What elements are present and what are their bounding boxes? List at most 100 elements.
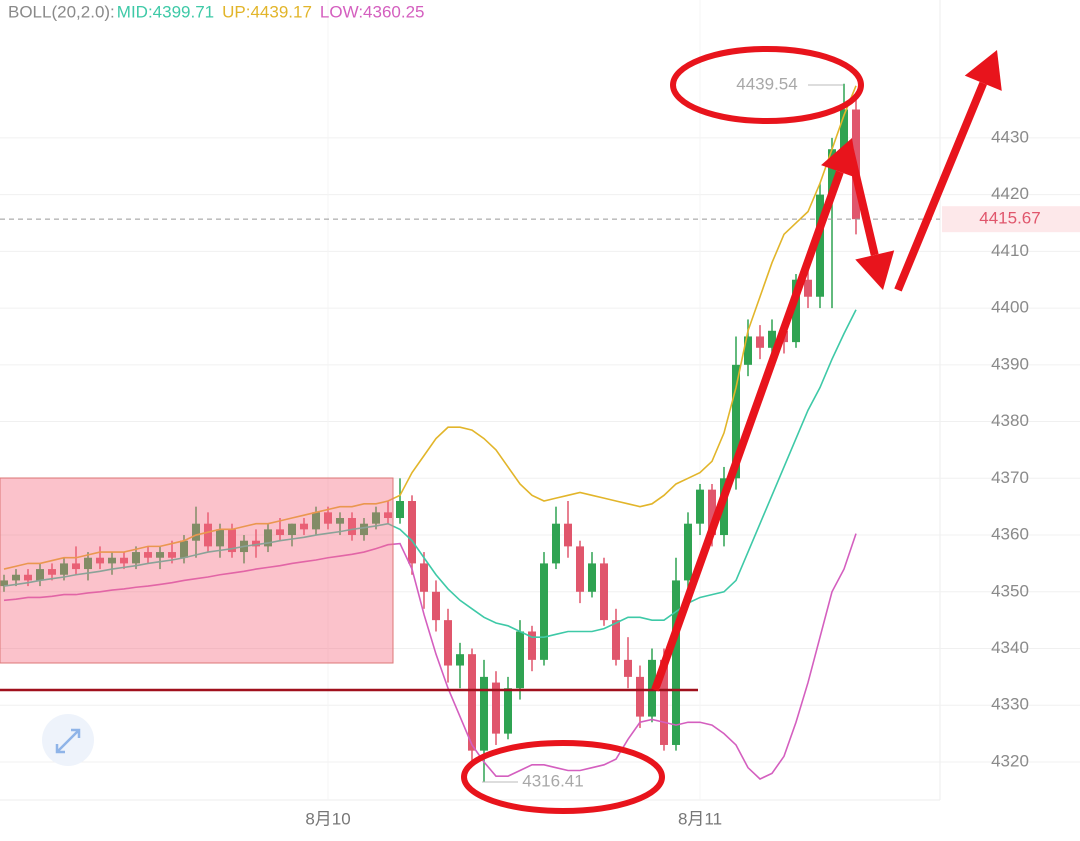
annotation-arrow [651,170,844,692]
annotation-ellipse [670,46,864,124]
y-tick-label: 4410 [991,241,1029,260]
candle-body [132,552,140,564]
annotation-arrowhead [964,50,1002,91]
candle-body [84,557,92,570]
y-tick-label: 4320 [991,751,1029,770]
candle-body [180,540,188,558]
candle-body [144,552,152,558]
candle-body [396,500,404,519]
legend-entry: UP:4439.17 [222,2,312,21]
legend-entry: MID:4399.71 [117,2,214,21]
y-tick-label: 4360 [991,525,1029,544]
last-price-label: 4415.67 [979,209,1040,228]
candle-body [300,523,308,530]
candle-body [504,688,512,734]
boll-line [3,85,857,570]
candle-body [108,557,116,564]
candle-body [312,512,320,530]
candle-body [408,500,416,564]
candle-body [528,631,536,660]
candle-body [252,540,260,547]
expand-icon [55,728,81,754]
candle-body [756,336,764,348]
last-price-tag [942,206,1080,233]
candle-body [96,557,104,564]
y-tick-label: 4330 [991,695,1029,714]
candle-body [828,149,836,195]
y-tick-label: 4340 [991,638,1029,657]
candle-body [420,563,428,592]
low-label: 4316.41 [522,771,583,790]
candle-body [216,529,224,547]
x-tick-label: 8月11 [678,809,722,828]
candle-body [564,523,572,547]
y-tick-label: 4350 [991,581,1029,600]
candle-body [624,659,632,677]
candle-body [360,523,368,536]
candle-body [612,620,620,660]
candle-body [36,569,44,581]
candle-body [492,682,500,734]
candle-body [192,523,200,541]
candle-body [336,518,344,524]
annotation-ellipse [461,740,665,814]
candle-body [672,580,680,745]
candle-body [816,194,824,297]
candle-body [552,523,560,564]
legend-entry: LOW:4360.25 [320,2,425,21]
candle-body [480,676,488,751]
y-tick-label: 4400 [991,298,1029,317]
candle-body [636,676,644,717]
boll-line [3,309,857,638]
candle-body [468,654,476,751]
candle-body [48,569,56,575]
annotation-arrow [846,149,879,256]
candle-body [72,563,80,570]
candle-body [576,546,584,592]
candle-body [792,279,800,343]
candle-body [156,552,164,558]
candle-body [60,563,68,575]
candle-body [12,574,20,581]
candle-body [660,659,668,745]
candle-body [204,523,212,547]
indicator-label: BOLL(20,2.0): [8,2,115,21]
candle-body [804,279,812,297]
candle-body [24,574,32,581]
candle-body [264,529,272,547]
candle-body [696,489,704,524]
candle-body [588,563,596,592]
candle-body [768,330,776,348]
y-tick-label: 4430 [991,127,1029,146]
candle-body [372,512,380,524]
candle-body [0,580,8,587]
annotation-arrowhead [821,138,859,179]
candle-body [348,518,356,536]
candle-body [444,620,452,666]
candle-body [840,109,848,150]
y-tick-label: 4420 [991,184,1029,203]
candle-body [540,563,548,660]
x-tick-label: 8月10 [305,809,350,828]
y-tick-label: 4380 [991,411,1029,430]
candle-body [228,529,236,553]
candle-body [168,552,176,558]
annotation-arrow [894,81,987,292]
candle-body [432,591,440,621]
candle-body [384,512,392,519]
candle-body [516,631,524,689]
candle-body [600,563,608,621]
candle-body [120,557,128,564]
high-label: 4439.54 [736,74,797,93]
candle-body [744,336,752,365]
annotation-arrowhead [855,250,895,290]
candle-body [456,654,464,666]
y-tick-label: 4390 [991,354,1029,373]
candle-body [324,512,332,524]
candle-body [684,523,692,581]
highlight-box [0,477,394,664]
candle-body [288,523,296,536]
y-tick-label: 4370 [991,468,1029,487]
